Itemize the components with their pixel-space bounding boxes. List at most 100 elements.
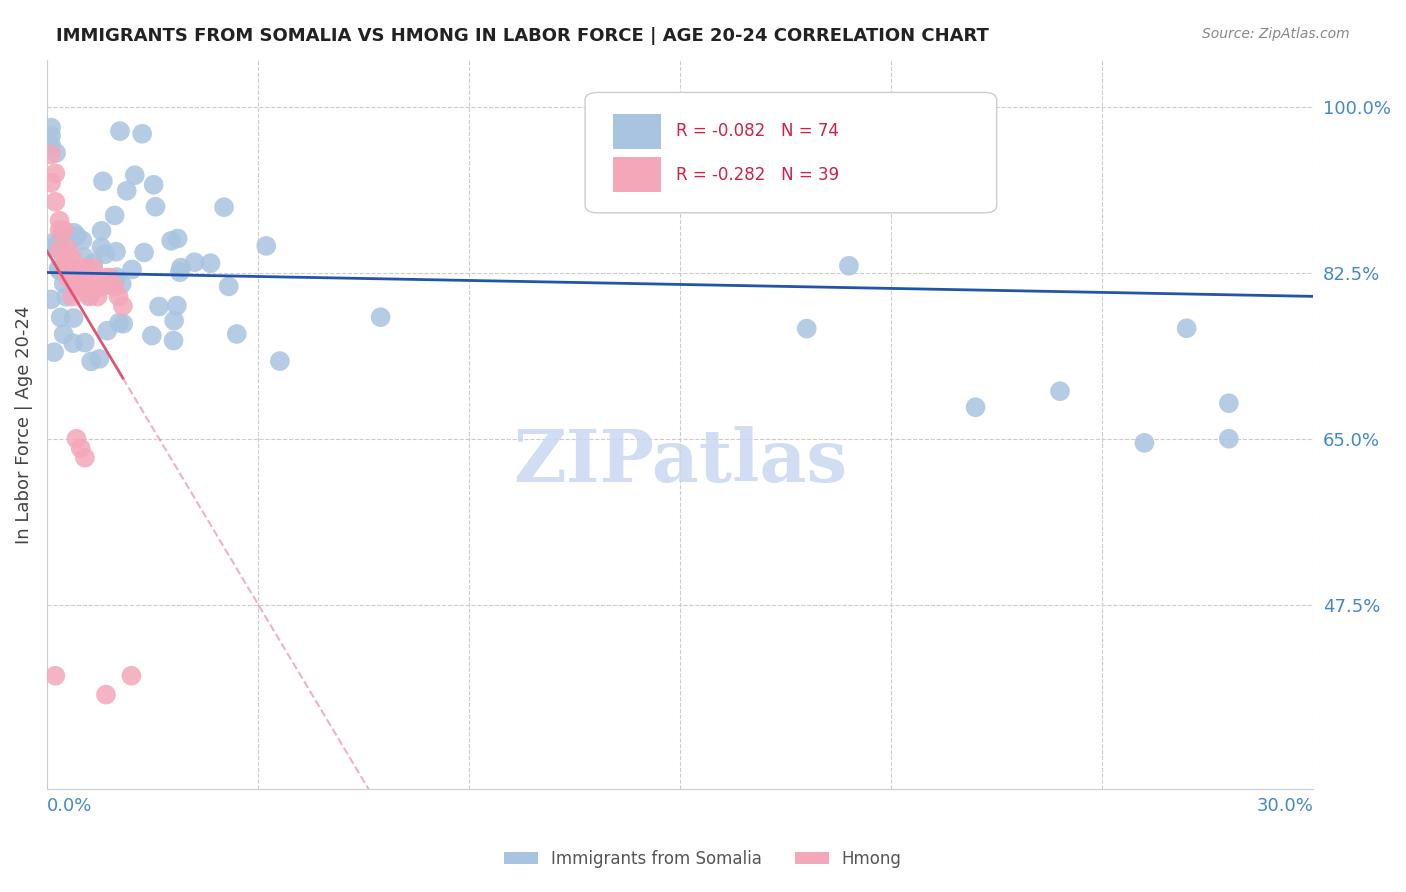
Point — [65, 432, 87, 446]
Point — [111, 277, 134, 291]
Point — [52, 252, 75, 266]
Point — [73, 250, 96, 264]
Point — [796, 321, 818, 335]
Point — [60, 289, 83, 303]
Y-axis label: In Labor Force | Age 20-24: In Labor Force | Age 20-24 — [15, 305, 32, 544]
Point — [108, 316, 131, 330]
Text: 30.0%: 30.0% — [1257, 797, 1313, 815]
Point — [90, 240, 112, 254]
Point — [124, 168, 146, 182]
Point — [69, 270, 91, 285]
Point — [200, 256, 222, 270]
Point — [69, 267, 91, 281]
Point — [39, 137, 62, 152]
Point — [73, 335, 96, 350]
Point — [82, 270, 104, 285]
Point — [120, 668, 142, 682]
Bar — [613, 157, 661, 193]
Point — [162, 334, 184, 348]
Point — [69, 441, 91, 455]
Point — [142, 178, 165, 192]
Point — [121, 262, 143, 277]
Point — [141, 328, 163, 343]
Point — [48, 263, 70, 277]
Point — [91, 174, 114, 188]
Point — [73, 261, 96, 276]
Point — [56, 270, 79, 285]
Point — [115, 184, 138, 198]
Point — [39, 120, 62, 135]
Point — [104, 208, 127, 222]
Point — [39, 128, 62, 143]
Point — [52, 223, 75, 237]
Point — [65, 271, 87, 285]
Point — [45, 145, 67, 160]
Point — [82, 256, 104, 270]
Point — [965, 401, 987, 415]
Point — [73, 270, 96, 285]
Point — [60, 270, 83, 285]
Point — [145, 200, 167, 214]
Text: R = -0.282   N = 39: R = -0.282 N = 39 — [676, 166, 839, 184]
Point — [77, 280, 100, 294]
Text: 0.0%: 0.0% — [46, 797, 93, 815]
Point — [65, 280, 87, 294]
Point — [66, 229, 89, 244]
Point — [90, 280, 112, 294]
Point — [183, 255, 205, 269]
Point — [44, 194, 66, 209]
Point — [90, 224, 112, 238]
Point — [94, 270, 117, 285]
Point — [63, 226, 86, 240]
Point — [55, 290, 77, 304]
Point — [72, 234, 94, 248]
Point — [44, 668, 66, 682]
Point — [56, 261, 79, 276]
Point — [60, 252, 83, 266]
Point — [1218, 396, 1240, 410]
Point — [42, 235, 65, 250]
Point — [218, 279, 240, 293]
Point — [163, 313, 186, 327]
Point — [82, 261, 104, 276]
Point — [94, 688, 117, 702]
Point — [79, 288, 101, 302]
Point — [96, 324, 118, 338]
Point — [112, 317, 135, 331]
Point — [838, 259, 860, 273]
Point — [49, 228, 72, 243]
Point — [44, 240, 66, 254]
Point — [169, 265, 191, 279]
Point — [52, 261, 75, 276]
Point — [48, 213, 70, 227]
Point — [254, 239, 277, 253]
FancyBboxPatch shape — [585, 93, 997, 213]
Bar — [613, 113, 661, 149]
Point — [49, 310, 72, 325]
Point — [370, 310, 392, 325]
Point — [56, 242, 79, 256]
Point — [42, 345, 65, 359]
Point — [52, 277, 75, 291]
Point — [48, 242, 70, 256]
Point — [1133, 435, 1156, 450]
Point — [89, 351, 111, 366]
Point — [103, 280, 125, 294]
Point — [132, 245, 155, 260]
Point — [1049, 384, 1071, 399]
Point — [39, 293, 62, 307]
Point — [96, 277, 118, 291]
Point — [62, 311, 84, 326]
Text: Source: ZipAtlas.com: Source: ZipAtlas.com — [1202, 27, 1350, 41]
Point — [1218, 432, 1240, 446]
Point — [166, 299, 188, 313]
Point — [111, 299, 134, 313]
Point — [52, 327, 75, 342]
Point — [170, 260, 193, 275]
Point — [105, 244, 128, 259]
Point — [48, 223, 70, 237]
Point — [65, 261, 87, 276]
Point — [73, 450, 96, 465]
Point — [160, 234, 183, 248]
Point — [62, 336, 84, 351]
